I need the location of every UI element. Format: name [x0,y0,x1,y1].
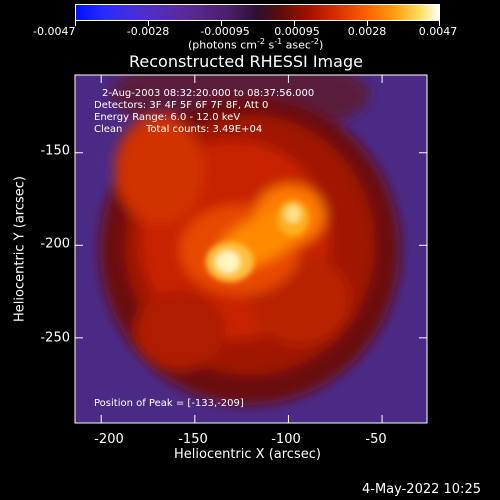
colorbar-tick [439,21,440,26]
y-tick-label: -250 [40,330,70,346]
x-tick-label: -100 [271,432,301,447]
y-tick-label: -200 [40,236,70,252]
colorbar-tick-label: 0.0047 [418,25,458,38]
colorbar-tick-label: -0.0047 [33,25,76,38]
colorbar-tick-label: -0.0028 [126,25,170,38]
annotation-detectors: Detectors: 3F 4F 5F 6F 7F 8F, Att 0 [94,100,269,111]
annotation-energy-range: Energy Range: 6.0 - 12.0 keV [94,112,241,123]
colorbar-tick [148,21,149,26]
annotation-total-counts: Total counts: 3.49E+04 [146,124,263,135]
y-axis-label: Heliocentric Y (arcsec) [12,176,28,322]
x-tick-label: -50 [365,432,387,447]
x-axis-label: Heliocentric X (arcsec) [174,447,321,462]
colorbar-tick [294,21,295,26]
x-axis-ticks [100,75,383,423]
x-tick-label: -150 [178,432,208,447]
y-axis-ticks [75,152,427,339]
annotation-time-range: 2-Aug-2003 08:32:20.000 to 08:37:56.000 [102,88,315,99]
annotation-peak-position: Position of Peak = [-133,-209] [94,398,244,409]
colorbar-tick [367,21,368,26]
colorbar-tick [75,21,76,26]
y-tick-label: -150 [40,143,70,159]
annotation-clean: Clean [94,124,123,135]
colorbar-tick [221,21,222,26]
x-tick-label: -200 [94,432,124,447]
colorbar [75,4,440,21]
footer-date: 4-May-2022 10:25 [362,482,481,497]
plot-title: Reconstructed RHESSI Image [129,52,363,71]
plot-frame [74,74,428,424]
colorbar-tick-label: -0.00095 [200,25,250,38]
reconstructed-image [75,75,427,423]
colorbar-unit-label: (photons cm-2 s-1 asec-2) [188,37,324,52]
colorbar-tick-label: 0.0028 [347,25,387,38]
colorbar-tick-label: 0.00095 [274,25,320,38]
